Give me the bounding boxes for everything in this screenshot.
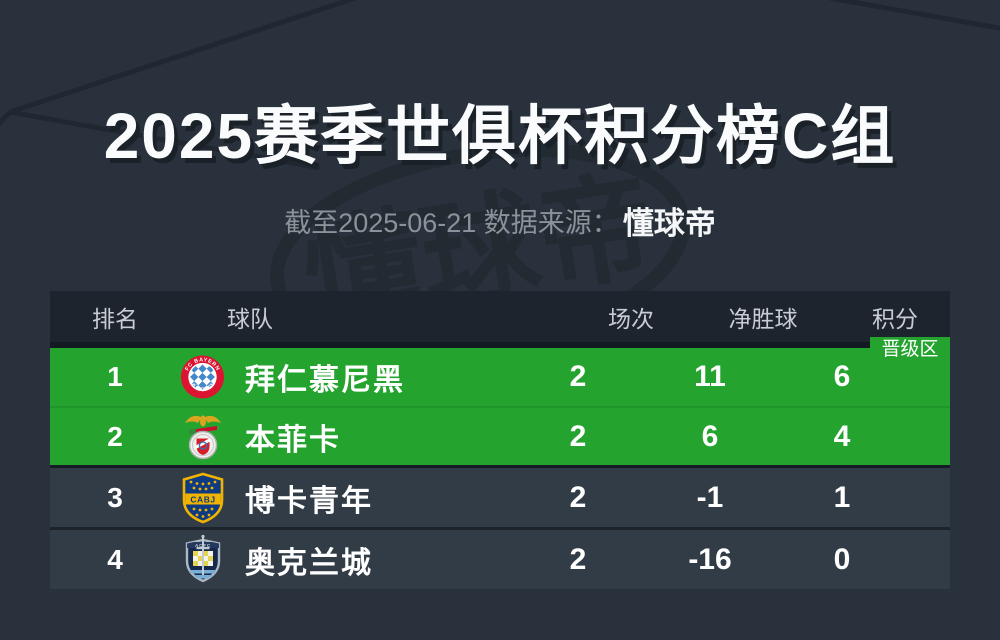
subtitle: 截至2025-06-21 数据来源： 懂球帝 [0, 198, 1000, 243]
goal-diff-value: 11 [694, 360, 726, 393]
column-header-points: 积分 [872, 305, 918, 332]
column-header-played: 场次 [608, 305, 654, 332]
subtitle-source-name: 懂球帝 [622, 206, 716, 241]
played-value: 2 [569, 480, 587, 514]
goal-diff-value: 6 [701, 419, 719, 453]
points-value: 6 [833, 360, 851, 393]
played-value: 2 [569, 360, 587, 393]
table-row-auckland: 4 [50, 530, 950, 589]
auckland-crest-icon: ACFC [180, 534, 225, 586]
team-name: 本菲卡 [245, 423, 341, 457]
points-value: 4 [833, 419, 851, 453]
promotion-zone-badge: 晋级区 [870, 337, 950, 365]
played-value: 2 [569, 542, 587, 576]
team-name: 拜仁慕尼黑 [245, 364, 405, 397]
rank-value: 2 [107, 420, 123, 452]
points-value: 0 [833, 542, 851, 576]
goal-diff-value: -16 [688, 542, 732, 576]
svg-text:CABJ: CABJ [190, 494, 215, 504]
standings-table: 排名 球队 场次 净胜球 积分 晋级区 1 [50, 291, 950, 589]
page-title: 2025赛季世俱杯积分榜C组 [103, 100, 897, 172]
column-header-goal-diff: 净胜球 [728, 305, 798, 332]
team-name: 博卡青年 [245, 484, 373, 518]
table-row-benfica: 2 本菲卡 2 6 [50, 408, 950, 468]
points-value: 1 [833, 480, 851, 514]
subtitle-date-source-label: 截至2025-06-21 数据来源： [284, 208, 619, 238]
table-header-row: 排名 球队 场次 净胜球 积分 [50, 291, 950, 348]
team-name: 奥克兰城 [245, 546, 373, 580]
table-row-boca: 3 CABJ 博卡青年 2 -1 1 [50, 468, 950, 530]
goal-diff-value: -1 [696, 480, 724, 514]
rank-value: 3 [107, 481, 123, 513]
played-value: 2 [569, 419, 587, 453]
column-header-team: 球队 [227, 305, 273, 332]
table-row-bayern: 1 [50, 348, 950, 408]
bayern-crest-icon: FC BAYERN MÜNCHEN [180, 354, 225, 400]
boca-crest-icon: CABJ [180, 472, 225, 524]
pitch-line-right [829, 0, 1000, 31]
column-header-rank: 排名 [92, 305, 138, 332]
benfica-crest-icon [180, 411, 225, 463]
rank-value: 1 [107, 361, 123, 392]
rank-value: 4 [107, 543, 123, 575]
